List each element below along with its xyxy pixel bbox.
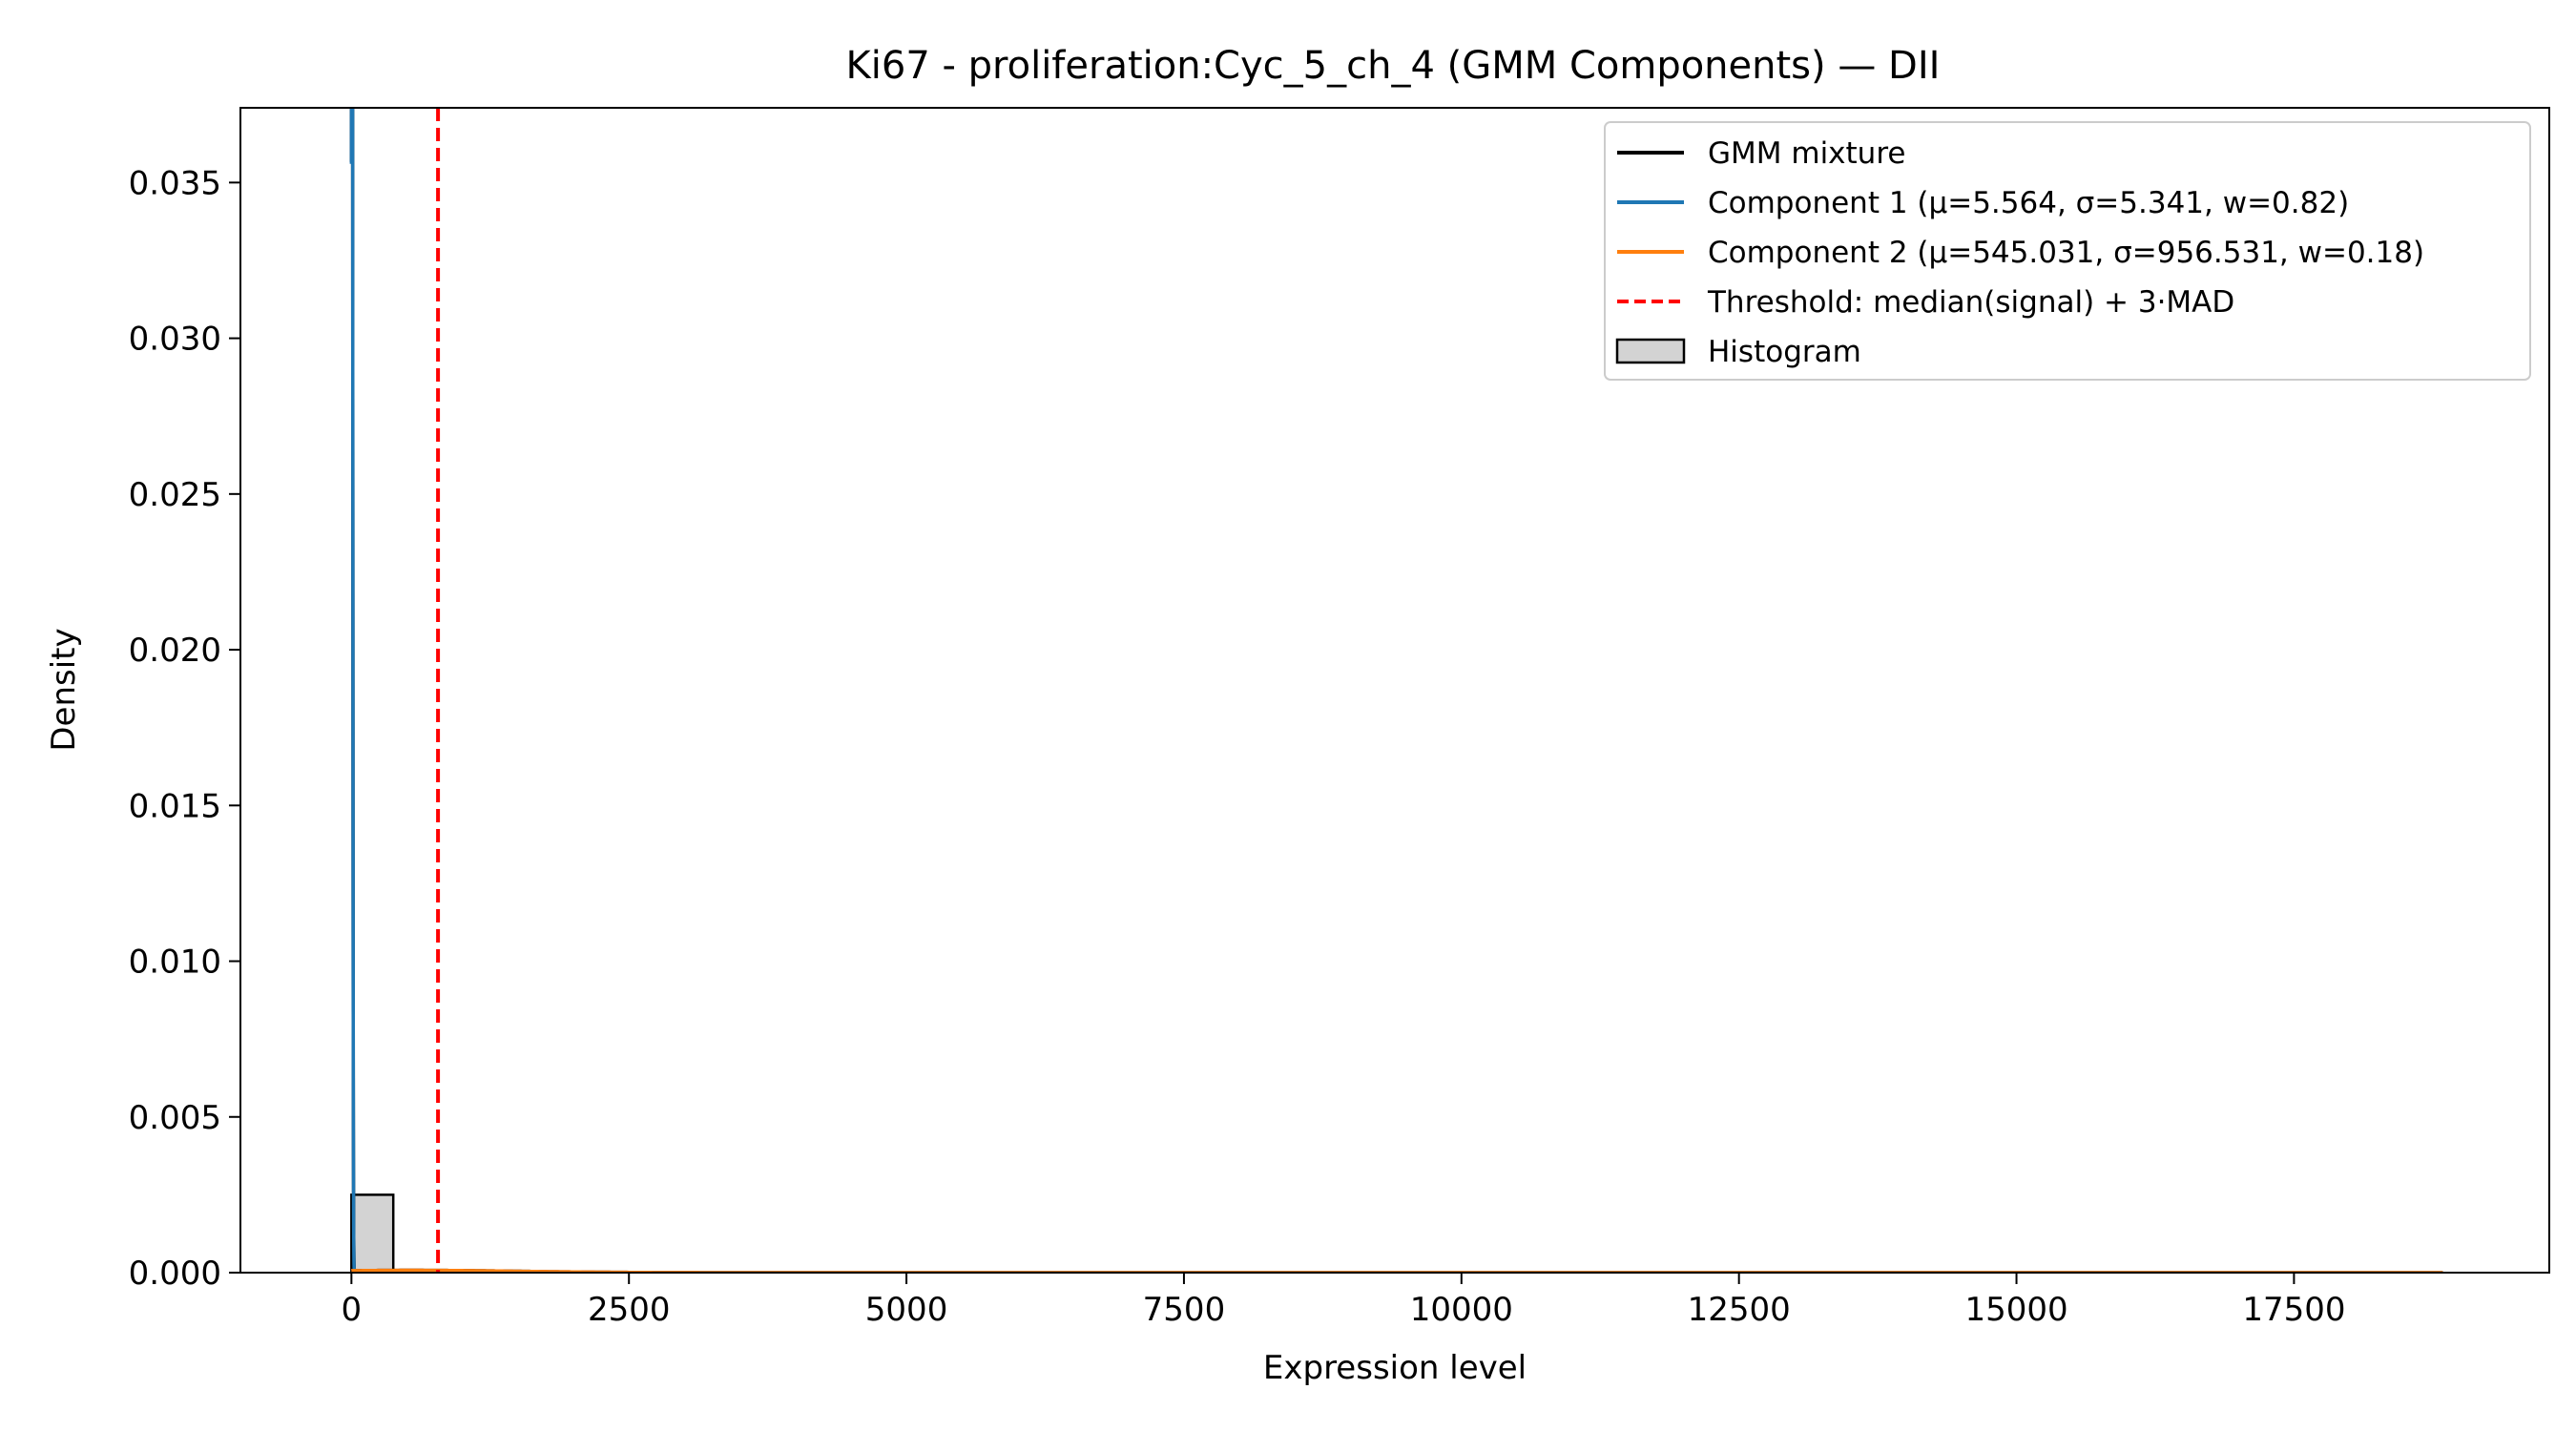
axes-frame [239, 107, 2550, 1274]
series-component-2-line [350, 1268, 2443, 1273]
chart-title: Ki67 - proliferation:Cyc_5_ch_4 (GMM Com… [846, 44, 1941, 88]
legend-label: Component 1 (μ=5.564, σ=5.341, w=0.82) [1708, 186, 2349, 220]
x-tick-label: 5000 [865, 1291, 948, 1329]
y-axis-label: Density [45, 628, 83, 751]
y-tick-label: 0.010 [129, 944, 221, 982]
y-tick-label: 0.025 [129, 476, 221, 514]
plot-area [349, 108, 2443, 1273]
y-tick-label: 0.020 [129, 632, 221, 670]
histogram-bar [350, 1193, 395, 1273]
legend-label: GMM mixture [1708, 136, 1905, 171]
legend-label: Component 2 (μ=545.031, σ=956.531, w=0.1… [1708, 236, 2424, 270]
x-axis-ticks: 0 2500 5000 7500 10000 12500 15000 17500 [342, 1273, 2345, 1329]
y-axis-ticks: 0.000 0.005 0.010 0.015 0.020 0.025 0.030 0.035 [129, 164, 240, 1293]
x-tick-label: 15000 [1964, 1291, 2067, 1329]
legend-label: Threshold: median(signal) + 3·MAD [1707, 285, 2234, 320]
x-tick-label: 10000 [1410, 1291, 1513, 1329]
legend-box [1604, 121, 2531, 381]
x-tick-label: 7500 [1143, 1291, 1226, 1329]
x-tick-label: 12500 [1688, 1291, 1791, 1329]
y-tick-label: 0.030 [129, 321, 221, 359]
x-tick-label: 17500 [2242, 1291, 2345, 1329]
legend: GMM mixture Component 1 (μ=5.564, σ=5.341… [1604, 121, 2531, 381]
legend-label: Histogram [1708, 335, 1861, 369]
y-tick-label: 0.035 [129, 164, 221, 202]
y-tick-label: 0.015 [129, 787, 221, 825]
x-tick-label: 0 [342, 1291, 363, 1329]
y-tick-label: 0.005 [129, 1099, 221, 1137]
x-tick-label: 2500 [588, 1291, 671, 1329]
x-axis-label: Expression level [1263, 1349, 1527, 1387]
legend-swatch-histogram [1615, 338, 1686, 364]
y-tick-label: 0.000 [129, 1255, 221, 1293]
